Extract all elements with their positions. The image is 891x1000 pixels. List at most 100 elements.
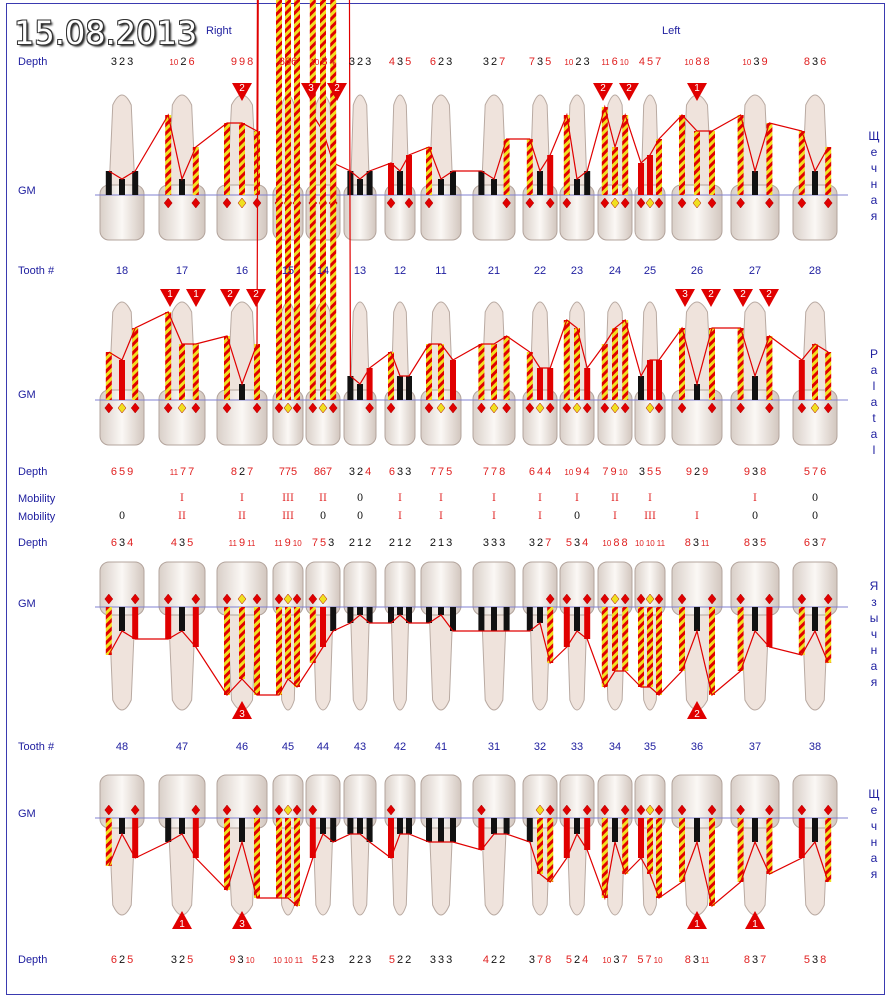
lower-lingual-pocket-1-1 — [105, 607, 112, 655]
upper-palatal-bleeding-15-1 — [736, 402, 745, 414]
mobility_lower-6: 0 — [356, 511, 364, 522]
upper-buccal-bleeding-12-3 — [620, 197, 630, 209]
upper-palatal-bleeding-11-3 — [582, 402, 592, 414]
mobility_upper-9: I — [492, 493, 496, 504]
upper-buccal-pocket-7-3 — [406, 155, 412, 195]
upper-palatal-bleeding-5-1 — [308, 402, 318, 414]
tooth-label-lower: Tooth # — [18, 741, 55, 753]
lower_buccal-furcation-grade-4: 1 — [752, 919, 758, 930]
upper_palatal-furcation-2 — [186, 289, 206, 307]
lower-buccal-pocket-5-3 — [330, 818, 337, 842]
lower-buccal-bleeding-11-1 — [562, 804, 572, 816]
mobility_lower-11: 0 — [573, 511, 581, 522]
lower-buccal-bleeding-14-1 — [677, 804, 687, 816]
upper-buccal-root-9 — [480, 94, 508, 196]
upper-palatal-pocket-13-2 — [647, 360, 653, 400]
mobility_lower-3: II — [238, 511, 246, 522]
lower-buccal-pocket-5-2 — [320, 818, 326, 834]
upper-buccal-bleeding-12-1 — [600, 197, 610, 209]
upper-buccal-pocket-2-3 — [192, 147, 199, 195]
lower-lingual-pocket-13-2 — [647, 607, 653, 687]
lower-buccal-pocket-11-1 — [563, 818, 570, 858]
upper-palatal-pocket-16-2 — [812, 344, 818, 400]
upper-buccal-pocket-3-2 — [239, 123, 245, 195]
lower-buccal-pocket-8-1 — [426, 818, 432, 842]
upper_palatal-furcation-grade-2: 1 — [193, 289, 199, 300]
upper-palatal-bleeding-9-3 — [502, 402, 511, 414]
mobility_upper-6: 0 — [356, 493, 364, 504]
mobility_lower-4: III — [282, 511, 294, 522]
mobility_lower-9: I — [492, 511, 496, 522]
lower-lingual-root-16 — [801, 604, 829, 711]
upper-buccal-bleeding-8-1 — [424, 197, 434, 209]
tooth-number-24: 24 — [608, 265, 622, 277]
lower_lingual-furcation-grade-1: 3 — [239, 709, 245, 720]
upper-palatal-pocket-4-3 — [294, 0, 300, 400]
upper-buccal-bleeding-10-3 — [545, 197, 555, 209]
upper-buccal-root-10 — [529, 94, 551, 196]
upper-buccal-pocket-16-1 — [798, 131, 805, 195]
upper-palatal-bleeding-1-3 — [130, 402, 140, 414]
upper-buccal-pocket-14-2 — [694, 131, 700, 195]
mobility_upper-2: I — [180, 493, 184, 504]
mobility_upper-11: I — [575, 493, 579, 504]
upper-palatal-bleeding-5-3 — [328, 402, 338, 414]
mobility-label-upper: Mobility — [18, 493, 56, 505]
upper-buccal-pocket-11-1 — [563, 115, 570, 195]
tooth-number-43: 43 — [353, 741, 367, 753]
lower-lingual-pocket-8-1 — [426, 607, 432, 623]
lower-lingual-bleeding-10-3 — [545, 593, 555, 605]
lower-lingual-root-2 — [167, 604, 197, 711]
upper-palatal-pocket-3-3 — [254, 344, 260, 400]
upper_palatal-furcation-grade-6: 2 — [708, 289, 714, 300]
lower-lingual-pocket-2-1 — [165, 607, 172, 639]
lower-buccal-root-6 — [349, 817, 371, 916]
upper-buccal-pocket-3-3 — [254, 131, 260, 195]
lower_lingual_depth-14: 8 3 11 — [684, 537, 710, 549]
tooth-number-21: 21 — [487, 265, 501, 277]
upper-palatal-pocket-10-2 — [537, 368, 543, 400]
upper-palatal-pocket-7-1 — [388, 352, 394, 400]
upper_buccal-furcation-2 — [301, 83, 321, 101]
upper-palatal-pocket-3-1 — [224, 336, 230, 400]
lower-lingual-root-15 — [740, 604, 770, 711]
upper-palatal-bleeding-2-1 — [163, 402, 173, 414]
lower-buccal-bleeding-13-3 — [654, 804, 664, 816]
upper-buccal-pocket-11-2 — [574, 179, 580, 195]
upper-buccal-pocket-1-3 — [132, 171, 139, 195]
lower-lingual-root-5 — [312, 604, 334, 711]
lower-buccal-bleeding-12-1 — [600, 804, 610, 816]
mobility-label-lower: Mobility — [18, 511, 56, 523]
upper-buccal-bleeding-13-1 — [636, 197, 646, 209]
mobility_lower-7: I — [398, 511, 402, 522]
tooth-number-44: 44 — [316, 741, 330, 753]
upper-palatal-bleeding-4-2 — [283, 402, 293, 414]
lower-buccal-root-1 — [108, 817, 136, 916]
lower_buccal-furcation-4 — [745, 911, 765, 929]
lower-buccal-pocket-3-2 — [239, 818, 245, 842]
mobility_upper-7: I — [398, 493, 402, 504]
upper-palatal-bleeding-6-3 — [365, 402, 374, 414]
upper-buccal-pocket-7-1 — [388, 163, 394, 195]
upper-buccal-pocket-12-1 — [601, 107, 608, 195]
upper_palatal-furcation-grade-8: 2 — [766, 289, 772, 300]
upper-palatal-pocket-16-3 — [825, 352, 832, 400]
upper_palatal_depth-2: 11 7 7 — [169, 466, 195, 478]
lower_buccal_depth-14: 8 3 11 — [684, 954, 710, 966]
upper-buccal-pocket-15-1 — [737, 115, 744, 195]
lower-buccal-pocket-9-1 — [478, 818, 485, 850]
upper_palatal_depth-5: 867 — [313, 466, 333, 478]
lower-buccal-pocket-8-3 — [450, 818, 456, 842]
